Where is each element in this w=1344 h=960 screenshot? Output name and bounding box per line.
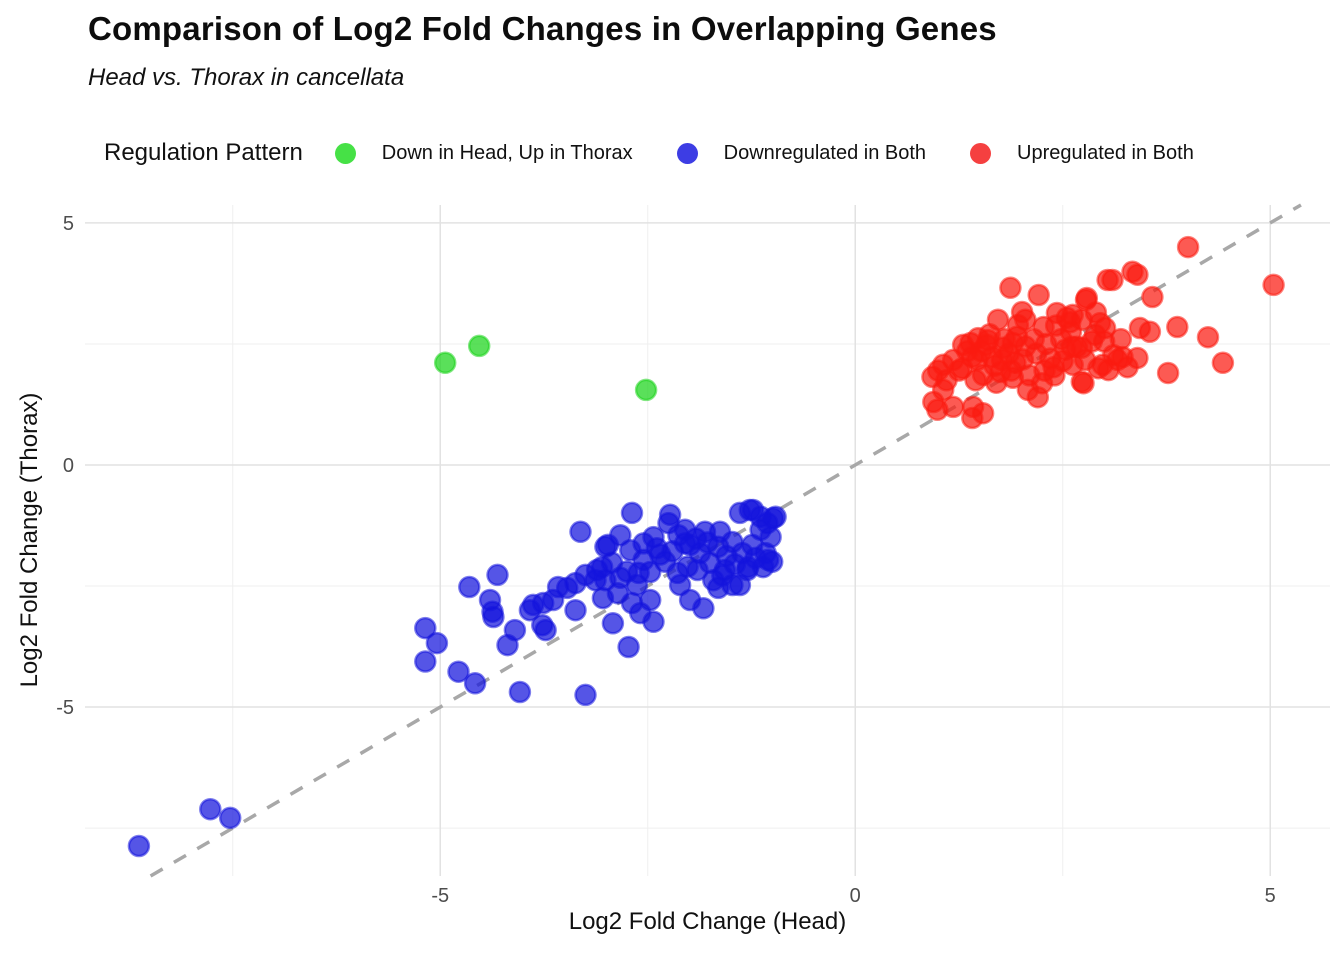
data-point bbox=[447, 660, 470, 683]
data-point bbox=[1166, 315, 1189, 339]
legend-item-label: Down in Head, Up in Thorax bbox=[381, 141, 633, 164]
legend-key-red-icon bbox=[970, 142, 992, 164]
data-point bbox=[1018, 364, 1041, 387]
data-point bbox=[127, 834, 151, 858]
data-point bbox=[1156, 361, 1180, 385]
data-point bbox=[676, 555, 699, 578]
legend-key-green-icon bbox=[334, 142, 356, 164]
data-point bbox=[985, 371, 1008, 394]
data-point bbox=[993, 327, 1016, 351]
axis-tick-labels: -5 0 5 -5 0 5 bbox=[56, 213, 1276, 907]
data-point bbox=[1211, 351, 1235, 375]
data-point bbox=[756, 548, 780, 572]
data-point bbox=[961, 406, 984, 430]
data-point bbox=[518, 598, 542, 622]
data-point bbox=[414, 650, 437, 673]
data-point bbox=[564, 598, 587, 622]
x-tick-label: -5 bbox=[431, 885, 449, 907]
data-point bbox=[1061, 353, 1084, 377]
x-tick-label: 5 bbox=[1265, 885, 1276, 907]
y-tick-label: 0 bbox=[63, 455, 74, 477]
data-point bbox=[617, 635, 640, 659]
y-tick-label: -5 bbox=[56, 697, 74, 719]
legend: Regulation Pattern Down in Head, Up in T… bbox=[104, 136, 1238, 170]
data-point bbox=[1087, 356, 1110, 380]
data-point bbox=[467, 334, 491, 358]
data-point bbox=[596, 533, 620, 557]
data-point bbox=[951, 333, 975, 357]
data-point bbox=[1116, 355, 1139, 379]
data-point bbox=[218, 806, 242, 830]
data-point bbox=[1061, 303, 1084, 327]
data-point bbox=[632, 532, 655, 555]
data-point bbox=[1138, 320, 1162, 344]
data-point bbox=[926, 398, 949, 422]
data-point bbox=[638, 560, 662, 584]
legend-item-upregulated-both: Upregulated in Both bbox=[970, 142, 1194, 165]
data-point bbox=[1141, 285, 1164, 309]
series-upregulated-in-both bbox=[921, 235, 1285, 430]
data-point bbox=[1072, 371, 1095, 395]
data-point bbox=[414, 616, 437, 640]
legend-item-downregulated-both: Downregulated in Both bbox=[676, 141, 927, 165]
gridlines-major bbox=[85, 205, 1330, 876]
series-downregulated-in-both bbox=[127, 498, 787, 858]
data-point bbox=[1043, 364, 1066, 387]
chart-subtitle: Head vs. Thorax in cancellata bbox=[88, 64, 405, 91]
data-point bbox=[478, 588, 502, 612]
data-point bbox=[546, 575, 570, 599]
data-point bbox=[975, 333, 998, 357]
legend-item-label: Upregulated in Both bbox=[1017, 141, 1194, 164]
legend-item-label: Downregulated in Both bbox=[723, 141, 927, 164]
data-point bbox=[534, 618, 557, 642]
data-point bbox=[1262, 273, 1285, 297]
data-point bbox=[425, 631, 449, 655]
data-point bbox=[620, 501, 644, 525]
data-point bbox=[1084, 301, 1108, 324]
data-point bbox=[486, 563, 509, 587]
y-tick-label: 5 bbox=[63, 213, 74, 235]
data-point bbox=[1044, 314, 1068, 337]
data-point bbox=[764, 505, 787, 529]
data-point bbox=[569, 520, 592, 544]
x-tick-label: 0 bbox=[850, 885, 861, 907]
data-point bbox=[601, 612, 625, 635]
chart-title: Comparison of Log2 Fold Changes in Overl… bbox=[88, 10, 997, 47]
legend-title: Regulation Pattern bbox=[104, 139, 303, 166]
data-point bbox=[1196, 325, 1220, 349]
legend-key-blue-icon bbox=[676, 142, 698, 164]
data-point bbox=[1176, 235, 1200, 259]
legend-item-down-head-up-thorax: Down in Head, Up in Thorax bbox=[334, 141, 633, 165]
data-point bbox=[711, 564, 734, 587]
data-point bbox=[458, 575, 481, 599]
data-point bbox=[508, 680, 532, 704]
data-point bbox=[696, 531, 719, 554]
data-point bbox=[1126, 263, 1149, 286]
data-point bbox=[463, 672, 487, 695]
data-point bbox=[574, 683, 597, 707]
x-axis-title: Log2 Fold Change (Head) bbox=[568, 908, 847, 935]
data-point bbox=[1101, 268, 1124, 292]
series-down-in-head-up-in-thorax bbox=[433, 334, 658, 402]
data-point bbox=[728, 573, 752, 597]
data-point bbox=[964, 369, 987, 392]
data-point bbox=[673, 532, 697, 555]
data-point bbox=[642, 610, 665, 634]
data-point bbox=[926, 359, 950, 382]
data-point bbox=[433, 351, 457, 375]
data-point bbox=[692, 597, 715, 620]
data-point bbox=[1014, 308, 1037, 331]
data-point bbox=[634, 378, 658, 402]
data-point bbox=[1027, 283, 1050, 307]
data-point bbox=[1109, 327, 1133, 351]
data-point bbox=[615, 560, 639, 583]
data-point bbox=[496, 633, 519, 657]
data-point bbox=[999, 276, 1022, 300]
data-point bbox=[199, 797, 222, 821]
data-point bbox=[741, 498, 765, 522]
